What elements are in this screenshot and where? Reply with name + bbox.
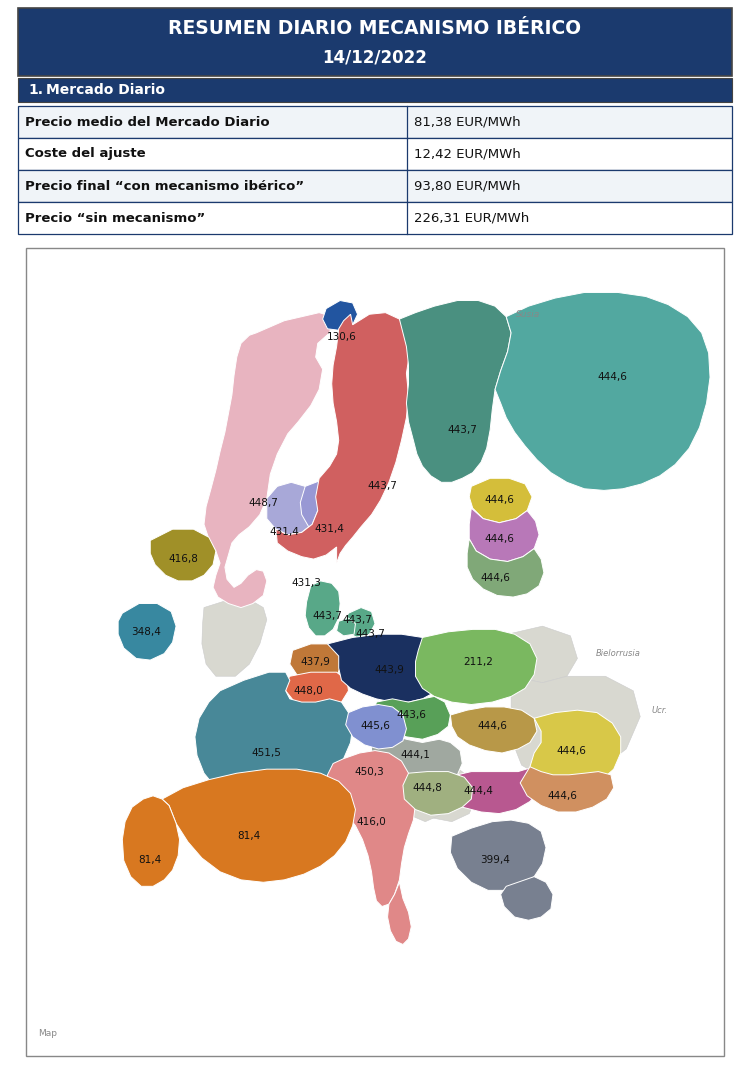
Text: 14/12/2022: 14/12/2022: [322, 49, 428, 67]
Text: 443,7: 443,7: [447, 425, 477, 435]
Polygon shape: [118, 603, 176, 660]
Text: Mercado Diario: Mercado Diario: [46, 83, 165, 97]
Polygon shape: [467, 539, 544, 597]
Polygon shape: [403, 771, 472, 815]
Polygon shape: [337, 618, 356, 635]
Text: 444,6: 444,6: [557, 745, 586, 755]
Polygon shape: [204, 313, 333, 608]
Polygon shape: [419, 769, 476, 821]
Text: 431,3: 431,3: [292, 578, 322, 588]
Text: 443,7: 443,7: [313, 611, 343, 621]
Text: 437,9: 437,9: [301, 657, 331, 666]
Polygon shape: [422, 767, 541, 814]
Polygon shape: [451, 820, 546, 891]
Polygon shape: [416, 629, 537, 705]
Text: 444,6: 444,6: [484, 534, 514, 544]
Polygon shape: [290, 644, 341, 682]
Text: 431,4: 431,4: [315, 524, 344, 534]
Text: 444,6: 444,6: [598, 373, 627, 382]
Text: 443,7: 443,7: [356, 629, 385, 640]
Text: Precio final “con mecanismo ibérico”: Precio final “con mecanismo ibérico”: [25, 179, 304, 192]
Text: 348,4: 348,4: [131, 627, 161, 637]
Polygon shape: [344, 608, 375, 638]
Text: 444,6: 444,6: [548, 790, 577, 801]
Text: 81,4: 81,4: [139, 855, 162, 865]
Polygon shape: [195, 672, 352, 807]
Bar: [18, 138, 732, 170]
Text: 443,7: 443,7: [367, 482, 397, 491]
Polygon shape: [202, 596, 267, 676]
Text: 93,80 EUR/MWh: 93,80 EUR/MWh: [414, 179, 520, 192]
Polygon shape: [162, 769, 356, 882]
Text: 444,8: 444,8: [413, 783, 442, 792]
Text: 81,38 EUR/MWh: 81,38 EUR/MWh: [414, 115, 520, 128]
Text: 81,4: 81,4: [238, 831, 261, 842]
Polygon shape: [276, 511, 344, 559]
Text: Precio medio del Mercado Diario: Precio medio del Mercado Diario: [25, 115, 270, 128]
Polygon shape: [470, 478, 532, 522]
Bar: [26, 248, 724, 1056]
Text: 444,1: 444,1: [400, 751, 430, 760]
Polygon shape: [470, 508, 539, 562]
Polygon shape: [542, 742, 558, 764]
Text: 12,42 EUR/MWh: 12,42 EUR/MWh: [414, 147, 521, 160]
Polygon shape: [150, 529, 216, 581]
Polygon shape: [530, 710, 621, 791]
Polygon shape: [388, 882, 411, 944]
Polygon shape: [305, 581, 340, 635]
Text: Precio “sin mecanismo”: Precio “sin mecanismo”: [25, 211, 206, 224]
Text: 226,31 EUR/MWh: 226,31 EUR/MWh: [414, 211, 530, 224]
Text: Map: Map: [38, 1028, 58, 1038]
Polygon shape: [406, 788, 445, 821]
Text: 444,6: 444,6: [484, 496, 514, 505]
Polygon shape: [300, 478, 352, 533]
Text: 444,6: 444,6: [480, 572, 510, 583]
Polygon shape: [322, 300, 358, 330]
Polygon shape: [328, 751, 416, 907]
Text: 416,0: 416,0: [357, 817, 386, 827]
Text: Ucr.: Ucr.: [652, 706, 668, 714]
Polygon shape: [495, 293, 710, 490]
Text: 445,6: 445,6: [360, 721, 390, 732]
Polygon shape: [511, 676, 640, 773]
Bar: [18, 106, 732, 138]
Polygon shape: [501, 877, 553, 921]
Polygon shape: [328, 634, 451, 702]
Text: Susia: Susia: [517, 310, 541, 318]
Bar: [18, 170, 732, 202]
Polygon shape: [286, 672, 349, 708]
Text: 451,5: 451,5: [252, 748, 282, 758]
Polygon shape: [346, 705, 406, 749]
Polygon shape: [501, 626, 578, 682]
Polygon shape: [451, 707, 537, 753]
Text: 431,4: 431,4: [269, 528, 299, 537]
Text: 211,2: 211,2: [464, 657, 494, 666]
Text: 443,6: 443,6: [396, 710, 426, 720]
Polygon shape: [374, 696, 451, 739]
Text: 444,4: 444,4: [464, 786, 494, 796]
Bar: [18, 202, 732, 234]
Text: 448,0: 448,0: [294, 686, 323, 695]
Bar: [18, 78, 732, 103]
Text: RESUMEN DIARIO MECANISMO IBÉRICO: RESUMEN DIARIO MECANISMO IBÉRICO: [169, 19, 581, 38]
Polygon shape: [276, 313, 410, 563]
Text: 1.: 1.: [28, 83, 43, 97]
Text: 443,9: 443,9: [374, 664, 404, 675]
Text: 450,3: 450,3: [355, 767, 384, 776]
Text: 399,4: 399,4: [480, 855, 510, 865]
Text: Coste del ajuste: Coste del ajuste: [25, 147, 146, 160]
Text: 416,8: 416,8: [168, 554, 198, 564]
Text: 448,7: 448,7: [248, 498, 278, 507]
Polygon shape: [520, 767, 614, 812]
Text: 130,6: 130,6: [326, 332, 356, 342]
Text: 443,7: 443,7: [343, 615, 373, 625]
Polygon shape: [122, 796, 179, 886]
Text: Bielorrusia: Bielorrusia: [596, 649, 640, 658]
Polygon shape: [267, 483, 318, 535]
Polygon shape: [371, 728, 462, 783]
Bar: [18, 7, 732, 76]
Polygon shape: [400, 300, 511, 483]
Text: 444,6: 444,6: [477, 721, 507, 732]
